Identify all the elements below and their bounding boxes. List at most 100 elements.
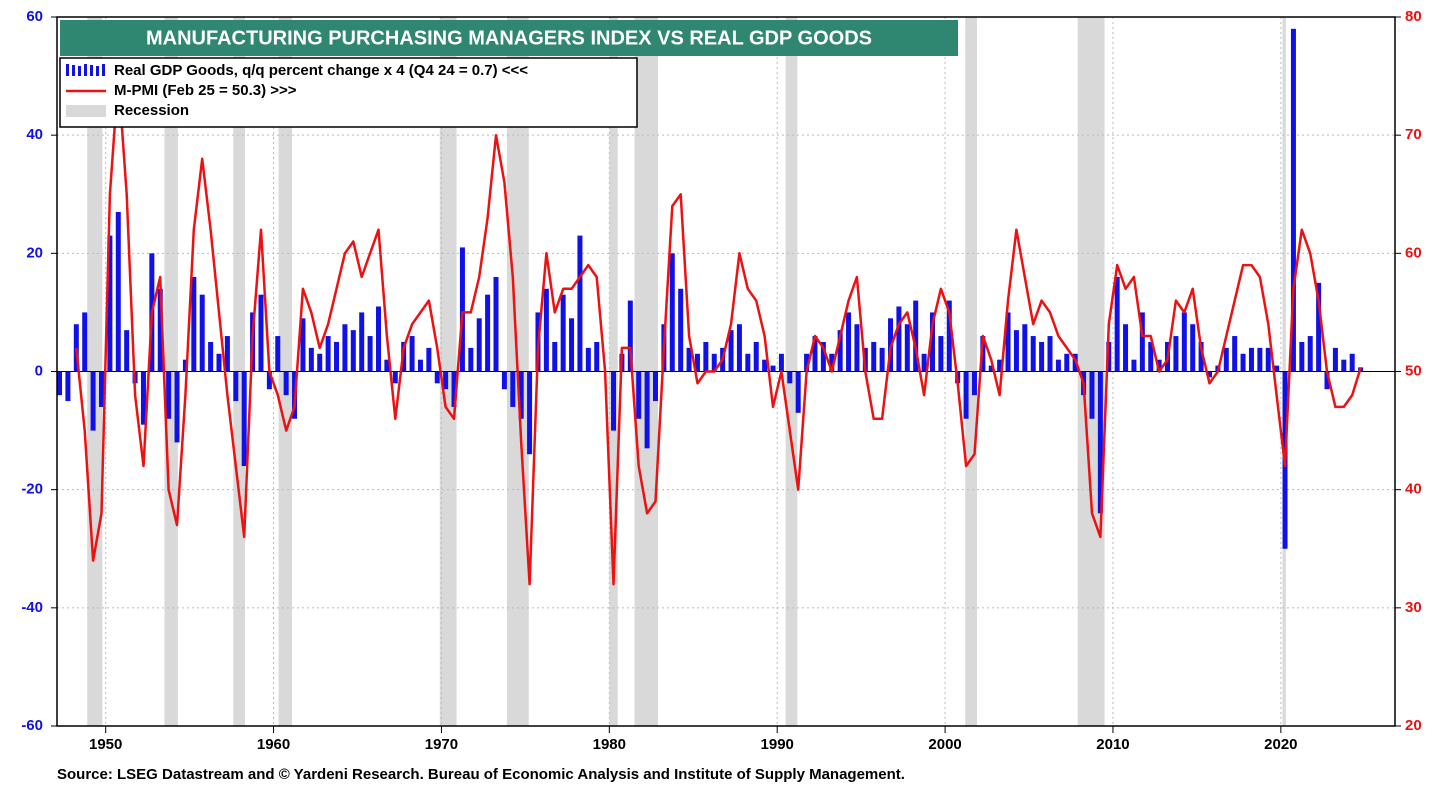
- bar: [1265, 347, 1271, 372]
- bar: [1156, 359, 1162, 372]
- plot-frame: [56, 16, 1396, 727]
- bar: [308, 347, 314, 372]
- bar: [342, 324, 348, 372]
- bar: [476, 318, 482, 372]
- bar: [485, 294, 491, 372]
- bar: [1013, 330, 1019, 372]
- bar: [1139, 312, 1145, 372]
- bar: [1055, 359, 1061, 372]
- bar: [846, 312, 852, 372]
- bar: [325, 336, 331, 372]
- bar: [1030, 336, 1036, 372]
- bar: [871, 341, 877, 372]
- bar: [199, 294, 205, 372]
- bar: [611, 371, 617, 431]
- bar: [1223, 347, 1229, 372]
- bar: [812, 336, 818, 372]
- bar: [157, 288, 163, 372]
- bar: [317, 353, 323, 372]
- bar: [703, 341, 709, 372]
- bar: [552, 341, 558, 372]
- y-tick-label: 20: [26, 244, 43, 261]
- bar: [669, 253, 675, 372]
- bar: [82, 312, 88, 372]
- bar: [1299, 341, 1305, 372]
- bar: [241, 371, 247, 467]
- bar: [678, 288, 684, 372]
- bar: [501, 371, 507, 390]
- y-tick-label: -20: [21, 481, 43, 498]
- bar: [594, 341, 600, 372]
- bar: [1005, 312, 1011, 372]
- bar: [527, 371, 533, 455]
- bar: [1047, 336, 1053, 372]
- bar: [1206, 371, 1212, 378]
- bar: [1248, 347, 1254, 372]
- bar: [426, 347, 432, 372]
- bar: [493, 276, 499, 372]
- y2-tick-label: 80: [1405, 8, 1422, 25]
- bar: [115, 211, 121, 372]
- bar: [459, 247, 465, 372]
- bar: [392, 371, 398, 384]
- bar: [879, 347, 885, 372]
- bar: [820, 341, 826, 372]
- bar: [518, 371, 524, 419]
- bar: [762, 359, 768, 372]
- bar: [946, 300, 952, 372]
- bar: [694, 353, 700, 372]
- x-tick-label: 1990: [761, 736, 794, 753]
- bar: [1039, 341, 1045, 372]
- bar: [384, 359, 390, 372]
- bar: [166, 371, 172, 419]
- bar: [258, 294, 264, 372]
- legend-swatch: [72, 65, 75, 76]
- bar: [1148, 341, 1154, 372]
- legend-swatch: [90, 65, 93, 76]
- bar: [451, 371, 457, 407]
- bar: [1349, 353, 1355, 372]
- bar: [543, 288, 549, 372]
- y2-tick-label: 50: [1405, 362, 1422, 379]
- bar: [997, 359, 1003, 372]
- legend-swatch: [66, 105, 106, 117]
- bar: [359, 312, 365, 372]
- bar: [57, 371, 63, 396]
- bar: [417, 359, 423, 372]
- y-tick-label: -60: [21, 717, 43, 734]
- bar: [569, 318, 575, 372]
- bar: [971, 371, 977, 396]
- bar: [1198, 341, 1204, 372]
- bar: [795, 371, 801, 413]
- legend-label: Recession: [114, 102, 189, 119]
- bar: [1316, 282, 1322, 372]
- legend-label: Real GDP Goods, q/q percent change x 4 (…: [114, 62, 528, 79]
- bar: [988, 365, 994, 372]
- legend-label: M-PMI (Feb 25 = 50.3) >>>: [114, 82, 297, 99]
- bar: [896, 306, 902, 372]
- bar: [266, 371, 272, 390]
- source: Source: LSEG Datastream and © Yardeni Re…: [57, 766, 905, 783]
- legend-swatch: [96, 66, 99, 76]
- bar: [107, 235, 113, 372]
- bar: [375, 306, 381, 372]
- bar: [510, 371, 516, 407]
- bar: [1064, 353, 1070, 372]
- x-tick-label: 1950: [89, 736, 122, 753]
- y-tick-label: 40: [26, 126, 43, 143]
- bar: [224, 336, 230, 372]
- bar: [585, 347, 591, 372]
- bar: [65, 371, 71, 402]
- bar: [921, 353, 927, 372]
- bar: [443, 371, 449, 390]
- y2-tick-label: 60: [1405, 244, 1422, 261]
- bar: [208, 341, 214, 372]
- x-tick-label: 1960: [257, 736, 290, 753]
- y2-tick-label: 40: [1405, 481, 1422, 498]
- bar: [191, 276, 197, 372]
- bar: [98, 371, 104, 407]
- x-tick-label: 1980: [593, 736, 626, 753]
- bar: [686, 347, 692, 372]
- bar: [233, 371, 239, 402]
- y-tick-label: 60: [26, 8, 43, 25]
